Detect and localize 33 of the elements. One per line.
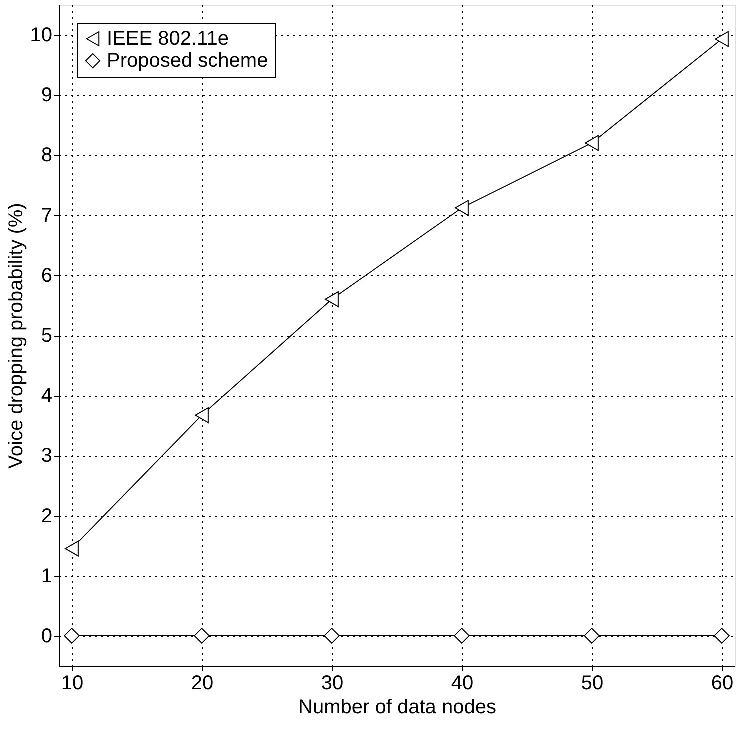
x-tick-label: 50 xyxy=(581,672,604,694)
point xyxy=(714,628,730,644)
y-tick-label: 6 xyxy=(41,264,52,287)
y-tick-label: 7 xyxy=(41,204,52,227)
y-tick-label: 3 xyxy=(41,445,52,468)
y-tick-label: 8 xyxy=(41,144,52,167)
point xyxy=(64,628,80,644)
x-tick-label: 40 xyxy=(451,672,474,694)
point xyxy=(454,628,470,644)
y-tick-label: 9 xyxy=(41,84,52,107)
point xyxy=(584,628,600,644)
y-tick-label: 0 xyxy=(41,625,52,648)
y-tick-label: 1 xyxy=(41,565,52,588)
point xyxy=(585,135,599,152)
x-tick-label: 20 xyxy=(191,672,214,694)
point xyxy=(324,628,340,644)
y-tick-label: 10 xyxy=(30,24,52,47)
point xyxy=(195,408,209,424)
x-tick-label: 60 xyxy=(711,672,734,694)
point xyxy=(194,628,210,644)
x-axis-title: Number of data nodes xyxy=(298,696,496,718)
point xyxy=(455,200,469,216)
y-tick-label: 5 xyxy=(41,325,52,347)
point xyxy=(715,31,729,48)
legend-label: Proposed scheme xyxy=(107,50,268,72)
y-tick-label: 4 xyxy=(41,385,52,408)
y-tick-label: 2 xyxy=(41,505,52,528)
y-axis-title: Voice dropping probability (%) xyxy=(5,203,28,469)
point xyxy=(65,540,79,557)
legend-label: IEEE 802.11e xyxy=(107,28,229,50)
point xyxy=(325,292,339,308)
x-tick-label: 30 xyxy=(321,672,344,694)
x-tick-label: 10 xyxy=(61,672,84,694)
